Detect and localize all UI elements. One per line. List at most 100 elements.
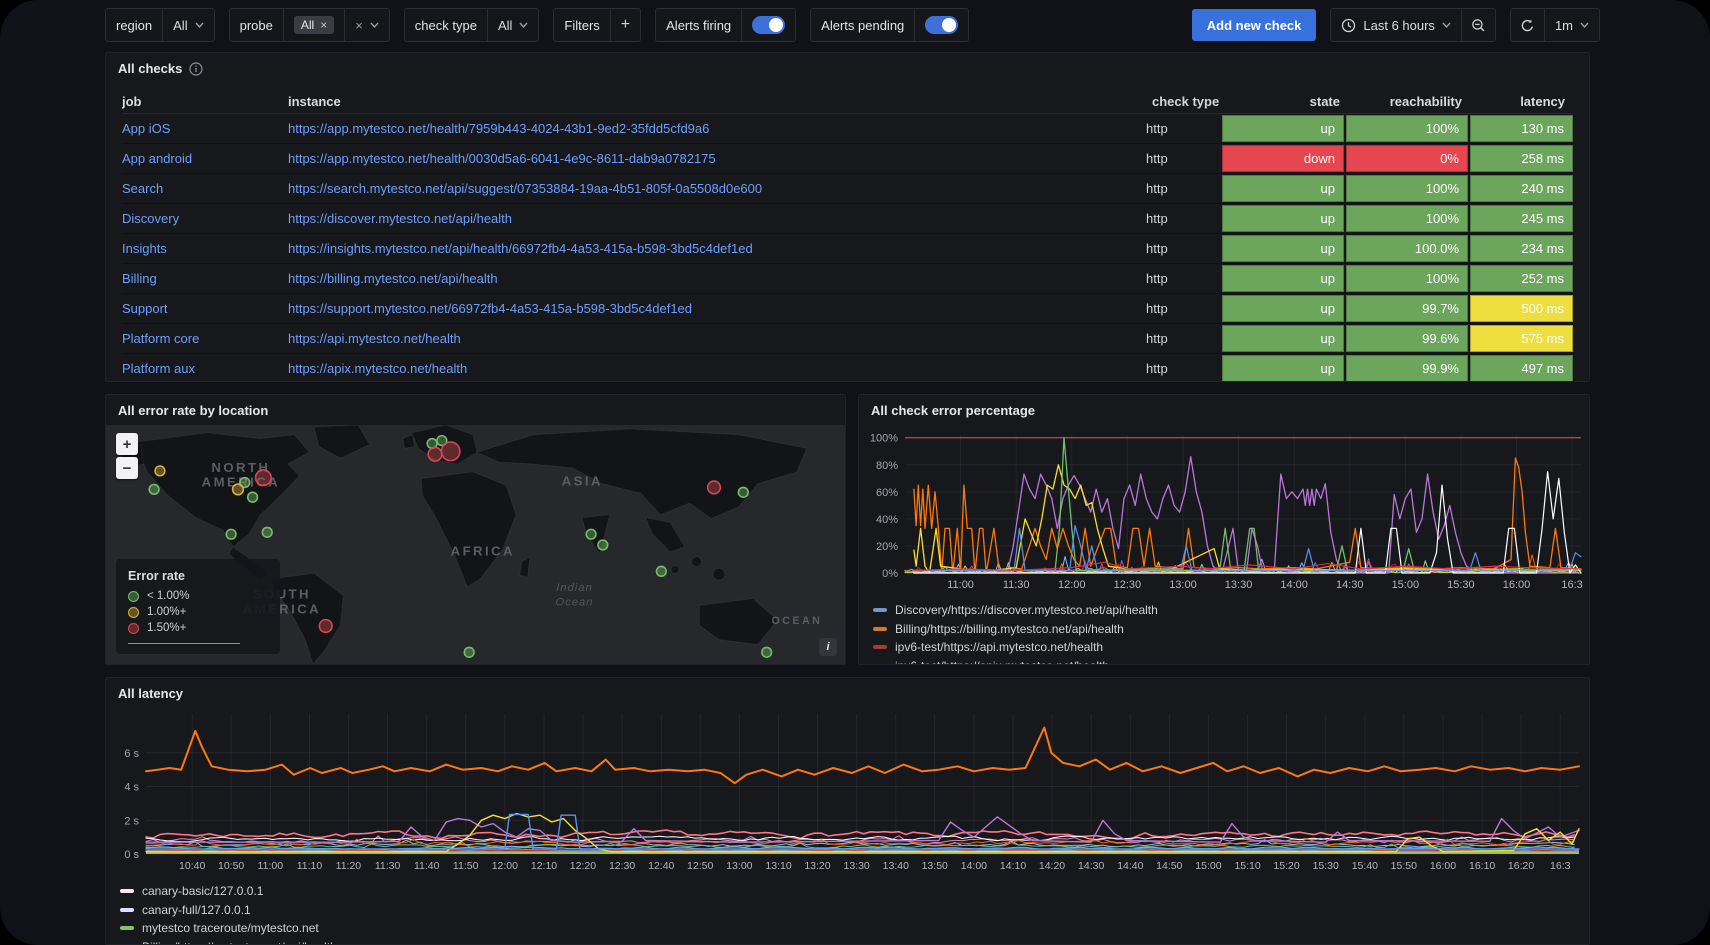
- error-rate-dot[interactable]: [427, 446, 443, 462]
- x-tick-label: 11:00: [258, 860, 284, 872]
- legend-item[interactable]: mytestco traceroute/mytestco.net: [120, 919, 1579, 938]
- time-range-picker[interactable]: Last 6 hours: [1331, 9, 1461, 41]
- job-link[interactable]: Support: [122, 301, 168, 316]
- filters-control: Filters +: [553, 8, 642, 42]
- latency-chart[interactable]: 0 s 2 s 4 s 6 s 10:40 10:50 11:00 11:10 11:20 11:…: [106, 704, 1589, 880]
- error-rate-dot[interactable]: [318, 618, 333, 634]
- refresh-button[interactable]: [1511, 9, 1544, 41]
- error-rate-dot[interactable]: [440, 441, 461, 462]
- column-header-latency[interactable]: latency: [1520, 93, 1565, 109]
- alerts-pending-toggle[interactable]: [925, 16, 959, 34]
- legend-swatch-icon: [120, 907, 134, 912]
- job-link[interactable]: Search: [122, 181, 164, 196]
- column-header-reachability[interactable]: reachability: [1389, 93, 1462, 109]
- map-legend-item: < 1.00%: [128, 590, 268, 602]
- noise-series-line: [145, 829, 1576, 840]
- job-link[interactable]: App android: [122, 151, 193, 166]
- error-rate-dot[interactable]: [154, 465, 166, 477]
- state-cell: up: [1222, 355, 1344, 381]
- legend-item[interactable]: ipv6-test/https://apix.mytestco.net/heal…: [873, 657, 1579, 664]
- job-link[interactable]: App iOS: [122, 121, 171, 136]
- legend-item[interactable]: Discovery/https://discover.mytestco.net/…: [873, 601, 1579, 620]
- y-tick-label: 0%: [882, 568, 898, 580]
- check-type-value: http: [1146, 301, 1168, 316]
- error-rate-dot[interactable]: [231, 483, 245, 496]
- x-tick-label: 12:20: [570, 860, 596, 872]
- clock-icon: [1341, 18, 1356, 33]
- latency-cell: 497 ms: [1470, 355, 1573, 381]
- instance-link[interactable]: https://apix.mytestco.net/health: [288, 361, 468, 376]
- error-rate-dot[interactable]: [239, 476, 251, 489]
- job-link[interactable]: Insights: [122, 241, 167, 256]
- continents: [118, 425, 808, 664]
- probe-filter-actions[interactable]: ×: [344, 9, 389, 41]
- state-cell: up: [1222, 235, 1344, 262]
- error-percentage-chart[interactable]: 0% 20% 40% 60% 80% 100% 11:00 11:30 12:00 12:30 13…: [859, 423, 1589, 599]
- chip-remove-icon[interactable]: ×: [320, 18, 328, 32]
- probe-filter-chips: All ×: [282, 9, 344, 41]
- instance-link[interactable]: https://insights.mytestco.net/api/health…: [288, 241, 753, 256]
- column-header-instance[interactable]: instance: [288, 93, 341, 109]
- legend-label: mytestco traceroute/mytestco.net: [142, 921, 319, 936]
- error-rate-dot[interactable]: [597, 539, 609, 551]
- latency-cell: 240 ms: [1470, 175, 1573, 202]
- time-range-control: Last 6 hours: [1330, 8, 1496, 42]
- map-legend-label: 1.50%+: [147, 622, 187, 634]
- map-region-label: AFRICA: [451, 544, 515, 559]
- x-tick-label: 13:00: [726, 860, 752, 872]
- instance-link[interactable]: https://support.mytestco.net/66972fb4-4a…: [288, 301, 693, 316]
- error-rate-dot[interactable]: [585, 528, 597, 540]
- add-new-check-button[interactable]: Add new check: [1191, 9, 1317, 41]
- legend-item[interactable]: Billing/https://billing.mytestco.net/api…: [873, 620, 1579, 639]
- x-tick-label: 16:3: [1561, 579, 1582, 591]
- instance-link[interactable]: https://api.mytestco.net/health: [288, 331, 461, 346]
- job-link[interactable]: Platform core: [122, 331, 200, 346]
- error-rate-dot[interactable]: [737, 486, 749, 498]
- instance-link[interactable]: https://discover.mytestco.net/api/health: [288, 211, 513, 226]
- column-header-job[interactable]: job: [122, 93, 142, 109]
- check-type-filter-value[interactable]: All: [486, 9, 538, 41]
- error-rate-dot[interactable]: [261, 526, 273, 538]
- map-zoom-in-button[interactable]: +: [116, 433, 138, 455]
- info-icon[interactable]: [189, 61, 203, 76]
- legend-item[interactable]: canary-full/127.0.0.1: [120, 901, 1579, 920]
- refresh-interval-picker[interactable]: 1m: [1543, 9, 1599, 41]
- instance-link[interactable]: https://app.mytestco.net/health/7959b443…: [288, 121, 710, 136]
- error-rate-dot[interactable]: [246, 491, 259, 503]
- clear-all-icon[interactable]: ×: [355, 17, 363, 33]
- error-rate-dot[interactable]: [436, 434, 448, 447]
- zoom-out-time-button[interactable]: [1460, 9, 1495, 41]
- job-link[interactable]: Billing: [122, 271, 157, 286]
- alerts-firing-toggle[interactable]: [752, 16, 786, 34]
- legend-item[interactable]: canary-basic/127.0.0.1: [120, 882, 1579, 901]
- error-rate-dot[interactable]: [761, 646, 773, 658]
- map-zoom-out-button[interactable]: −: [116, 457, 138, 479]
- instance-link[interactable]: https://billing.mytestco.net/api/health: [288, 271, 498, 286]
- error-rate-dot[interactable]: [148, 483, 160, 496]
- error-rate-dot[interactable]: [225, 528, 237, 540]
- map-legend-item: 1.50%+: [128, 622, 268, 634]
- x-tick-label: 14:40: [1117, 860, 1143, 872]
- job-link[interactable]: Platform aux: [122, 361, 195, 376]
- region-filter-value[interactable]: All: [162, 9, 213, 41]
- add-filter-button[interactable]: +: [609, 9, 640, 41]
- reachability-cell: 100%: [1346, 175, 1468, 202]
- x-tick-label: 11:40: [414, 860, 440, 872]
- column-header-check-type[interactable]: check type: [1152, 93, 1220, 109]
- check-type-value: http: [1146, 271, 1168, 286]
- world-map[interactable]: NORTH AMERICA ASIA AFRICA SOUTH AMERICA Indian…: [106, 425, 845, 664]
- map-legend-label: < 1.00%: [147, 590, 190, 602]
- error-rate-dot[interactable]: [463, 646, 475, 658]
- instance-link[interactable]: https://search.mytestco.net/api/suggest/…: [288, 181, 763, 196]
- column-header-state[interactable]: state: [1309, 93, 1340, 109]
- error-rate-dot[interactable]: [254, 469, 272, 487]
- error-rate-dot[interactable]: [655, 565, 667, 577]
- latency-cell: 130 ms: [1470, 115, 1573, 142]
- job-link[interactable]: Discovery: [122, 211, 180, 226]
- error-rate-dot[interactable]: [706, 480, 722, 495]
- legend-item[interactable]: Billing/https://mytestco.net/api/health: [120, 938, 1579, 944]
- map-attribution-icon[interactable]: i: [819, 638, 837, 656]
- instance-link[interactable]: https://app.mytestco.net/health/0030d5a6…: [288, 151, 716, 166]
- legend-item[interactable]: ipv6-test/https://api.mytestco.net/healt…: [873, 638, 1579, 657]
- probe-chip-all[interactable]: All ×: [293, 16, 335, 34]
